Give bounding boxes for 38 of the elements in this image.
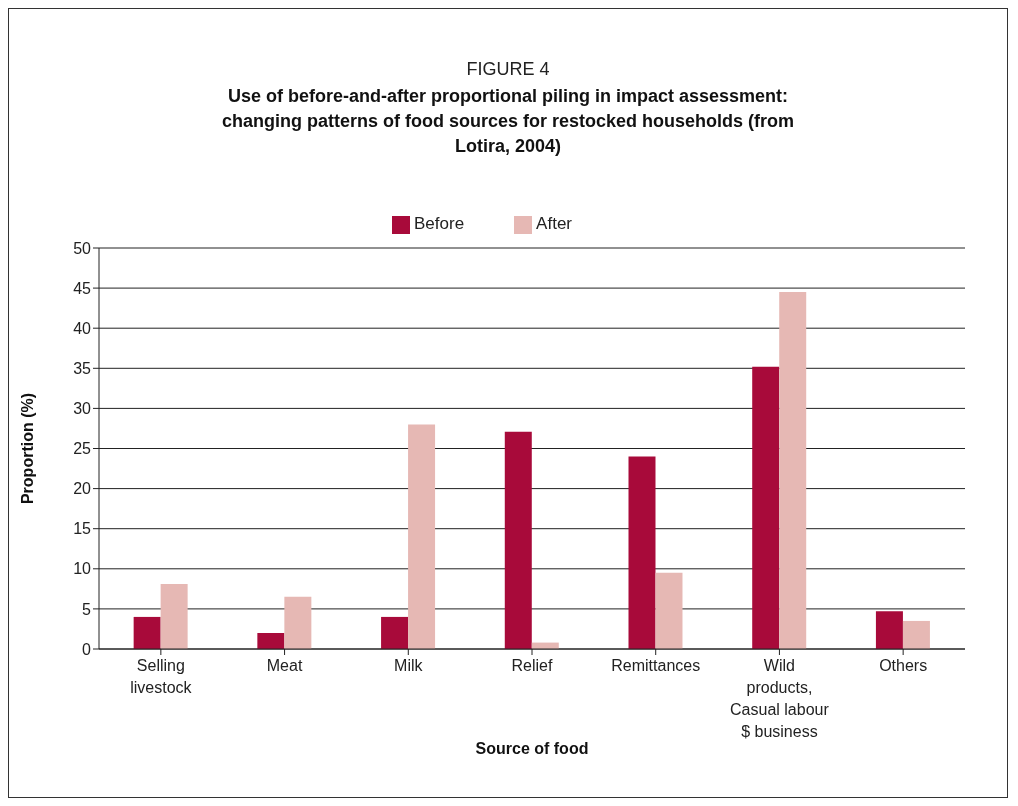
y-tick-label: 15	[73, 520, 92, 538]
legend-label: Before	[414, 214, 465, 233]
bar	[752, 366, 780, 649]
bar	[160, 584, 188, 649]
bar	[133, 616, 161, 649]
y-tick-label: 5	[82, 600, 92, 618]
x-tick-label: Milk	[394, 657, 424, 674]
bar	[284, 596, 312, 649]
bar	[779, 292, 807, 649]
bar	[628, 456, 656, 649]
x-tick-label: Others	[879, 657, 928, 674]
bar	[257, 632, 285, 649]
bar	[902, 620, 930, 649]
x-tick-label: Remittances	[611, 657, 701, 674]
bar	[504, 431, 532, 649]
y-tick-label: 30	[73, 400, 92, 418]
bar	[655, 572, 683, 649]
x-tick-label: Meat	[266, 657, 303, 674]
x-tick-label: Selling livestock	[130, 657, 193, 696]
x-axis-title: Source of food	[475, 740, 589, 757]
x-tick-label: Relief	[511, 657, 554, 674]
bar	[875, 611, 903, 649]
y-tick-label: 45	[73, 279, 92, 297]
bar	[381, 616, 409, 649]
chart-title: FIGURE 4	[465, 59, 551, 80]
y-tick-label: 40	[73, 319, 92, 337]
y-tick-label: 25	[73, 440, 92, 458]
y-tick-label: 20	[73, 480, 92, 498]
y-tick-label: 0	[82, 640, 92, 658]
legend-label: After	[536, 214, 572, 233]
figure-frame: FIGURE 4 Use of before-and-after proportional piling in impact assessment: changing patterns of food sources for restocked households (from Lotira, 2004) Before After Selling livestock Meat Milk Relief Remittances Wild products, Casual labour $ business Others Source of food 0 5 10 15 20 25 30 35 40 45 50 Proportion (%)	[8, 8, 1008, 798]
y-tick-label: 10	[73, 560, 92, 578]
x-tick-label: Wild products, Casual labour $ business	[730, 657, 830, 740]
y-tick-label: 50	[73, 239, 92, 257]
chart-subtitle: Use of before-and-after proportional piling in impact assessment: changing patterns of food sources for restocked households (from Lotira, 2004)	[220, 85, 796, 158]
y-axis-title: Proportion (%)	[18, 392, 36, 505]
bar	[408, 424, 436, 649]
y-tick-label: 35	[73, 359, 92, 377]
